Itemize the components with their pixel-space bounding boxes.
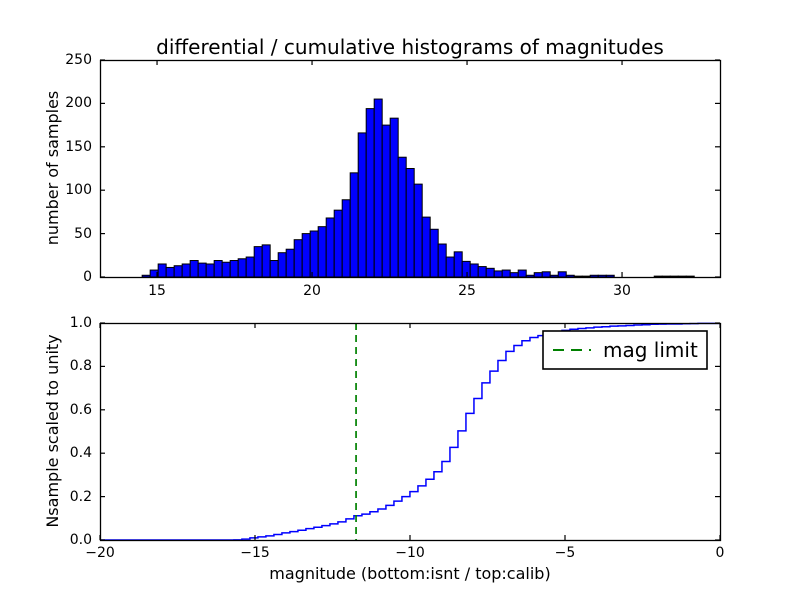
histogram-bar: [309, 230, 319, 278]
histogram-bar: [429, 228, 439, 278]
top-plot-frame: [99, 59, 722, 279]
histogram-bar: [157, 263, 167, 278]
y-tick-label: 50: [74, 225, 92, 242]
histogram-bar: [277, 252, 287, 278]
histogram-bar: [565, 274, 575, 278]
y-tick-label: 0: [83, 269, 92, 285]
x-tick-label: 20: [303, 283, 321, 299]
histogram-bar: [237, 258, 247, 278]
histogram-bar: [373, 98, 383, 278]
y-tick-label: 0.2: [69, 488, 92, 505]
x-tick-label: −15: [240, 545, 270, 561]
y-tick-label: 200: [65, 95, 92, 112]
histogram-bar: [437, 243, 447, 278]
histogram-bar: [413, 183, 423, 278]
histogram-bar: [189, 260, 199, 278]
histogram-bar: [477, 266, 487, 278]
histogram-bar: [181, 263, 191, 278]
histogram-bar: [333, 209, 343, 278]
histogram-bar: [165, 266, 175, 278]
top-histogram-plot: [99, 59, 722, 279]
histogram-bar: [445, 256, 455, 278]
histogram-bar: [605, 274, 615, 278]
histogram-bar: [493, 270, 503, 278]
histogram-bar: [397, 156, 407, 278]
histogram-bar: [229, 260, 239, 278]
y-tick-label: 0.6: [69, 401, 92, 418]
chart-title: differential / cumulative histograms of …: [156, 35, 664, 59]
histogram-bar: [269, 260, 279, 278]
histogram-bar: [301, 233, 311, 278]
histogram-bars: [141, 98, 695, 278]
x-tick-label: 0: [715, 545, 725, 561]
histogram-bar: [245, 256, 255, 278]
histogram-bar: [349, 172, 359, 278]
histogram-bar: [589, 274, 599, 278]
histogram-bar: [485, 267, 495, 278]
y-tick-label: 100: [65, 182, 92, 199]
y-tick-label: 0.0: [69, 532, 92, 548]
x-tick-label: −5: [554, 545, 576, 561]
x-tick-label: −10: [395, 545, 425, 561]
histogram-bar: [261, 244, 271, 278]
histogram-bar: [293, 239, 303, 278]
histogram-bar: [517, 269, 527, 278]
histogram-bar: [221, 261, 231, 278]
legend-label: mag limit: [603, 338, 698, 362]
histogram-bar: [549, 274, 559, 278]
bottom-plot-frame: [99, 322, 722, 542]
histogram-bar: [597, 274, 607, 278]
bottom-cumulative-plot: mag limit: [99, 322, 722, 542]
legend: mag limit: [542, 330, 708, 370]
y-tick-label: 250: [65, 52, 92, 68]
histogram-bar: [453, 251, 463, 278]
histogram-bar: [357, 132, 367, 278]
histogram-bar: [325, 217, 335, 278]
histogram-bar: [405, 168, 415, 278]
x-tick-label: 30: [613, 283, 631, 299]
histogram-bar: [381, 124, 391, 278]
histogram-bar: [341, 199, 351, 278]
histogram-bar: [533, 272, 543, 278]
y-tick-label: 0.4: [69, 445, 92, 462]
x-tick-label: −20: [85, 545, 115, 561]
legend-box: [542, 330, 708, 370]
cumulative-step-line: [100, 322, 720, 541]
histogram-bar: [205, 263, 215, 278]
y-tick-label: 150: [65, 138, 92, 155]
histogram-bar: [541, 271, 551, 278]
y-tick-label: 0.8: [69, 358, 92, 375]
histogram-bar: [317, 226, 327, 278]
histogram-bar: [285, 248, 295, 278]
histogram-bar: [557, 271, 567, 278]
bottom-x-axis-label: magnitude (bottom:isnt / top:calib): [269, 564, 551, 583]
histogram-bar: [213, 260, 223, 278]
y-tick-label: 1.0: [69, 315, 92, 331]
histogram-bar: [389, 117, 399, 278]
histogram-bar: [197, 262, 207, 278]
histogram-bar: [365, 108, 375, 278]
histogram-bar: [421, 216, 431, 278]
histogram-bar: [509, 272, 519, 278]
histogram-bar: [469, 263, 479, 278]
histogram-bar: [525, 274, 535, 278]
histogram-bar: [253, 246, 263, 278]
histogram-bar: [141, 274, 151, 278]
histogram-bar: [173, 265, 183, 278]
x-tick-label: 15: [148, 283, 166, 299]
histogram-bar: [461, 260, 471, 278]
x-tick-label: 25: [458, 283, 476, 299]
histogram-bar: [501, 269, 511, 278]
